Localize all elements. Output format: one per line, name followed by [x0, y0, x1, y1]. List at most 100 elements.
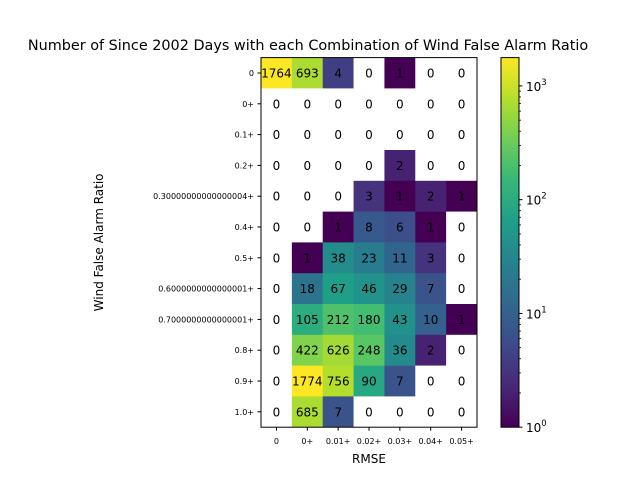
cell-value-label: 11 [392, 251, 407, 265]
cell-value-label: 1 [458, 190, 466, 204]
heatmap-cell [384, 396, 416, 428]
heatmap-cell [415, 304, 447, 336]
cell-value-label: 10 [423, 313, 438, 327]
heatmap-cell [384, 211, 416, 243]
heatmap-cell [446, 119, 478, 151]
cell-value-label: 756 [327, 375, 350, 389]
y-axis-ticks: 0 0+ 0.1+ 0.2+ 0.30000000000000004+ 0.4+ 0.5+ 0… [153, 69, 261, 417]
heatmap-cell [415, 334, 447, 366]
heatmap-cell [415, 273, 447, 305]
cell-value-label: 0 [273, 313, 281, 327]
heatmap-cell [353, 334, 385, 366]
colorbar [500, 57, 520, 428]
cell-value-label: 0 [458, 221, 466, 235]
y-tick-label: 0.8+ [235, 346, 254, 355]
cell-value-label: 0 [458, 128, 466, 142]
cell-value-label: 3 [365, 190, 373, 204]
x-tick-label: 0.05+ [449, 437, 474, 446]
colorbar-tick-label: 100 [526, 419, 547, 435]
heatmap-cell [415, 150, 447, 182]
cell-value-label: 0 [303, 97, 311, 111]
heatmap-cell [353, 304, 385, 336]
cell-value-label: 6 [396, 221, 404, 235]
heatmap-cell [353, 150, 385, 182]
colorbar-tick-label: 102 [526, 192, 547, 208]
heatmap-cell [322, 88, 354, 120]
cell-value-label: 0 [273, 128, 281, 142]
heatmap-cell [322, 334, 354, 366]
heatmap-cell [291, 150, 324, 182]
heatmap-cell [415, 211, 447, 243]
cell-value-label: 1 [303, 251, 311, 265]
y-tick-label: 0.6000000000000001+ [158, 285, 254, 294]
heatmap-cell [261, 88, 293, 120]
heatmap-cell [384, 57, 416, 89]
heatmap-cell [415, 88, 447, 120]
cell-value-label: 1764 [261, 67, 292, 81]
cell-value-label: 0 [427, 97, 435, 111]
cell-value-label: 0 [396, 97, 404, 111]
cell-value-label: 0 [273, 159, 281, 173]
heatmap-cell [291, 273, 324, 305]
heatmap-cell [261, 57, 293, 89]
heatmap-cell [291, 119, 324, 151]
cell-value-label: 18 [300, 282, 315, 296]
heatmap-cell [415, 57, 447, 89]
cell-value-label: 0 [273, 251, 281, 265]
heatmap-cell [353, 57, 385, 89]
y-tick-label: 0.5+ [235, 254, 254, 263]
heatmap-cell [446, 211, 478, 243]
heatmap-cell [322, 365, 354, 397]
cell-value-label: 180 [358, 313, 381, 327]
heatmap-cell [353, 211, 385, 243]
y-tick-label: 0.9+ [235, 377, 254, 386]
cell-value-label: 105 [296, 313, 319, 327]
cell-value-label: 0 [273, 190, 281, 204]
heatmap-cell [353, 180, 385, 212]
x-tick-label: 0.03+ [388, 437, 413, 446]
heatmap-cell [291, 396, 324, 428]
cell-value-label: 29 [392, 282, 407, 296]
cell-value-label: 3 [427, 251, 435, 265]
heatmap-cell [446, 150, 478, 182]
cell-value-label: 0 [427, 159, 435, 173]
heatmap-cell [446, 304, 478, 336]
heatmap-cell [291, 365, 324, 397]
cell-value-label: 0 [427, 128, 435, 142]
cell-value-label: 0 [273, 221, 281, 235]
heatmap-cell [261, 273, 293, 305]
x-tick-label: 0.04+ [418, 437, 443, 446]
cell-value-label: 1 [458, 313, 466, 327]
heatmap-cell [261, 119, 293, 151]
heatmap-cell [261, 211, 293, 243]
heatmap-cell [261, 304, 293, 336]
heatmap-cell [384, 180, 416, 212]
chart-title: Number of Since 2002 Days with each Comb… [28, 38, 589, 54]
cell-value-label: 0 [334, 97, 342, 111]
heatmap-cell [322, 304, 354, 336]
heatmap-cell [353, 88, 385, 120]
cell-value-label: 90 [361, 375, 376, 389]
y-tick-label: 0.30000000000000004+ [153, 192, 254, 201]
cell-value-label: 46 [361, 282, 376, 296]
cell-value-label: 212 [327, 313, 350, 327]
heatmap-cell [384, 304, 416, 336]
heatmap-cell [261, 180, 293, 212]
heatmap-cell [446, 334, 478, 366]
heatmap-cell [353, 273, 385, 305]
cell-value-label: 0 [273, 282, 281, 296]
heatmap-cell [353, 396, 385, 428]
cell-value-label: 248 [358, 344, 381, 358]
heatmap-cell [384, 334, 416, 366]
heatmap-cell [291, 304, 324, 336]
heatmap-cell [322, 119, 354, 151]
cell-value-label: 0 [458, 251, 466, 265]
heatmap-cell [384, 365, 416, 397]
x-axis-label: RMSE [352, 452, 386, 466]
heatmap-cell [261, 242, 293, 274]
heatmap-cell [384, 150, 416, 182]
cell-value-label: 0 [334, 128, 342, 142]
heatmap-cells [261, 57, 478, 428]
heatmap-cell [261, 396, 293, 428]
